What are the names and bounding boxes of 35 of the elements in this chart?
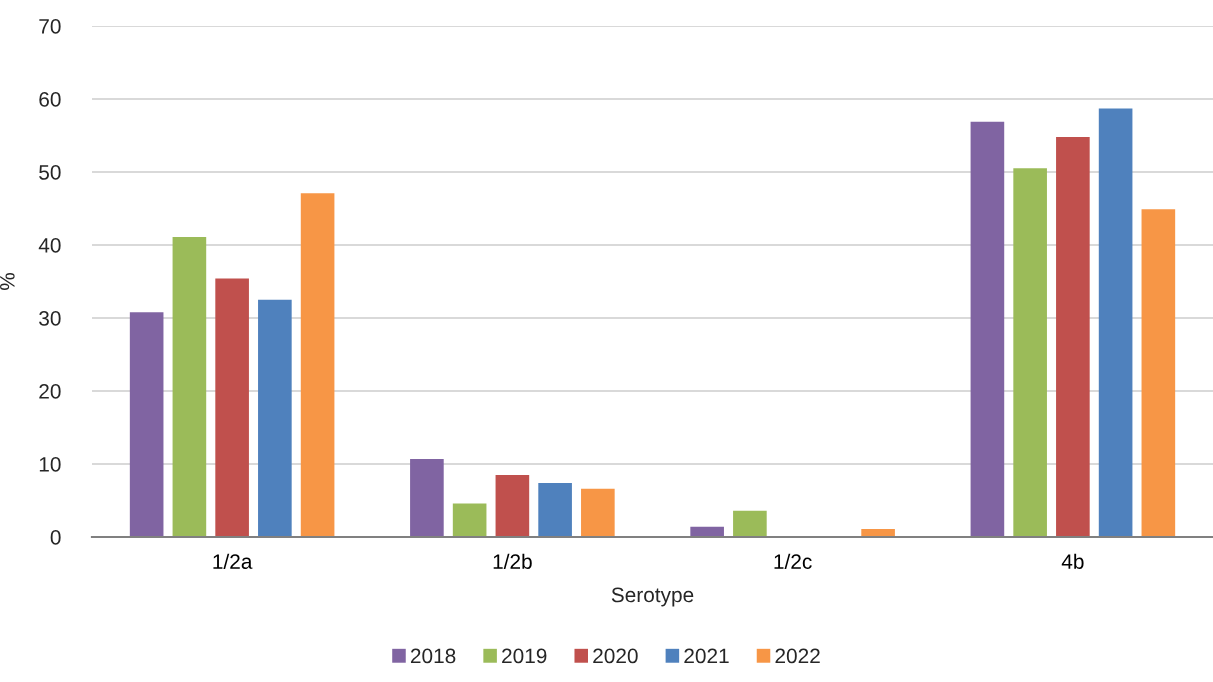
bar bbox=[495, 474, 530, 537]
bar bbox=[581, 488, 615, 537]
y-tick-label: 20 bbox=[39, 384, 61, 399]
bar bbox=[733, 510, 767, 537]
legend-label: 2021 bbox=[684, 648, 729, 664]
bar bbox=[538, 482, 572, 537]
bar bbox=[452, 503, 487, 537]
legend-label: 2019 bbox=[502, 648, 547, 664]
y-tick-label: 10 bbox=[39, 457, 61, 472]
bar bbox=[1013, 168, 1047, 537]
bar bbox=[258, 299, 292, 537]
legend-label: 2022 bbox=[775, 648, 820, 664]
y-tick-label: 0 bbox=[50, 530, 61, 545]
y-axis-title: % bbox=[0, 272, 15, 291]
y-tick-label: 50 bbox=[39, 165, 61, 180]
legend-label: 2018 bbox=[410, 648, 456, 664]
legend-label: 2020 bbox=[593, 648, 638, 664]
bar bbox=[129, 312, 164, 537]
bar bbox=[172, 236, 207, 537]
bar bbox=[1098, 108, 1133, 537]
y-tick-label: 60 bbox=[39, 92, 61, 107]
y-tick-label: 70 bbox=[39, 19, 61, 34]
y-tick-label: 30 bbox=[39, 311, 61, 326]
x-tick-label: 4b bbox=[1061, 553, 1084, 569]
bar bbox=[215, 278, 249, 537]
bar bbox=[300, 193, 335, 537]
x-tick-label: 1/2c bbox=[774, 553, 812, 569]
bar bbox=[1056, 136, 1090, 537]
x-tick-label: 1/2a bbox=[213, 553, 253, 569]
bar bbox=[410, 458, 444, 537]
y-tick-label: 40 bbox=[38, 238, 61, 253]
bar bbox=[1141, 209, 1176, 537]
bar bbox=[970, 121, 1005, 537]
x-axis-title: Serotype bbox=[611, 587, 694, 607]
x-tick-label: 1/2b bbox=[493, 553, 532, 569]
